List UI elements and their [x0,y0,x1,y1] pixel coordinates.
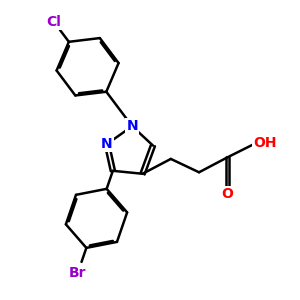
Text: N: N [101,137,113,151]
Text: OH: OH [254,136,277,150]
Text: O: O [221,187,233,201]
Text: Cl: Cl [46,15,61,28]
Text: Br: Br [69,266,86,280]
Text: N: N [126,119,138,133]
